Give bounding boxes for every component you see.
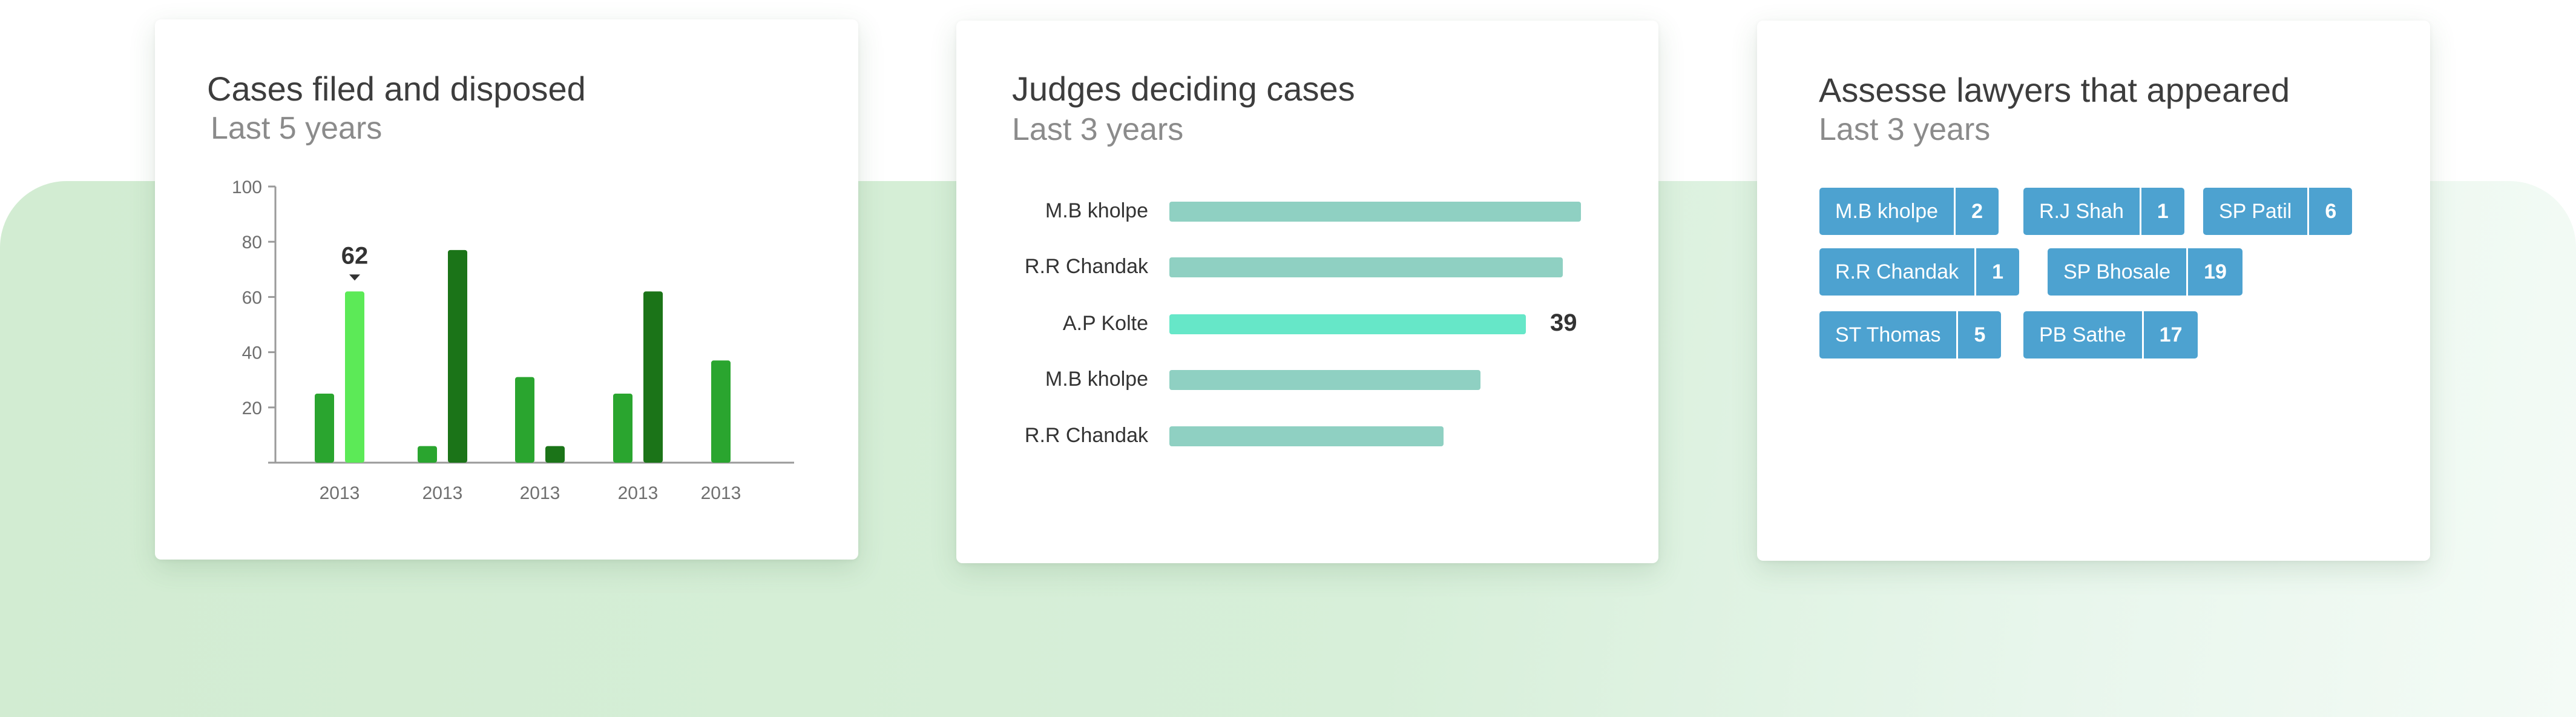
bar bbox=[315, 394, 334, 463]
judges-bar-chart: M.B kholpe R.R Chandak A.P Kolte 39 M.B khol… bbox=[956, 21, 1658, 563]
lawyer-name: R.J Shah bbox=[2039, 199, 2124, 223]
y-tick-label: 80 bbox=[242, 233, 262, 253]
lawyer-pill[interactable]: R.J Shah 1 bbox=[2023, 188, 2184, 235]
judge-name: R.R Chandak bbox=[1024, 255, 1148, 278]
y-tick-label: 40 bbox=[242, 343, 262, 363]
lawyer-count-badge: 6 bbox=[2307, 188, 2352, 235]
lawyer-name: SP Patil bbox=[2219, 199, 2292, 223]
lawyer-pill[interactable]: M.B kholpe 2 bbox=[1819, 188, 1999, 235]
y-tick-label: 60 bbox=[242, 288, 262, 308]
x-tick-label: 2013 bbox=[618, 483, 659, 503]
judge-name: A.P Kolte bbox=[1062, 312, 1148, 335]
bar bbox=[448, 249, 467, 463]
data-label: 39 bbox=[1550, 309, 1577, 336]
lawyer-count-badge: 1 bbox=[2139, 188, 2184, 235]
lawyer-name: R.R Chandak bbox=[1835, 260, 1959, 283]
lawyer-name: ST Thomas bbox=[1835, 323, 1941, 346]
y-tick-label: 20 bbox=[242, 398, 262, 418]
judges-card: Judges deciding cases Last 3 years M.B k… bbox=[956, 21, 1658, 563]
lawyers-card: Assesse lawyers that appeared Last 3 yea… bbox=[1757, 21, 2430, 561]
judge-bar bbox=[1169, 369, 1480, 390]
lawyer-count-badge: 19 bbox=[2186, 248, 2242, 296]
bar bbox=[613, 394, 632, 463]
card-title: Judges deciding cases bbox=[1012, 70, 1355, 108]
y-tick-label: 100 bbox=[232, 177, 262, 197]
judge-name: M.B kholpe bbox=[1045, 199, 1148, 222]
judge-bar bbox=[1169, 201, 1581, 222]
lawyer-count-badge: 5 bbox=[1956, 311, 2001, 358]
card-subtitle: Last 5 years bbox=[211, 111, 383, 146]
lawyer-name: M.B kholpe bbox=[1835, 199, 1939, 223]
lawyer-pill[interactable]: ST Thomas 5 bbox=[1819, 311, 2002, 358]
judge-bar bbox=[1169, 257, 1563, 277]
cases-filed-card: Cases filed and disposed Last 5 years 20… bbox=[155, 19, 858, 560]
x-tick-label: 2013 bbox=[422, 483, 463, 503]
bar bbox=[643, 291, 663, 463]
lawyer-pill-list: M.B kholpe 2 R.J Shah 1 SP Patil 6 R.R Chandak… bbox=[1757, 21, 2430, 561]
judge-name: M.B kholpe bbox=[1045, 368, 1148, 391]
bar bbox=[515, 377, 534, 463]
lawyer-count-badge: 1 bbox=[1974, 248, 2019, 296]
judge-bar bbox=[1169, 426, 1444, 446]
card-title: Assesse lawyers that appeared bbox=[1819, 71, 2290, 109]
card-subtitle: Last 3 years bbox=[1012, 112, 1184, 147]
x-tick-label: 2013 bbox=[701, 483, 741, 503]
tooltip-caret-icon bbox=[349, 274, 360, 281]
lawyer-pill[interactable]: PB Sathe 17 bbox=[2023, 311, 2198, 358]
lawyer-name: SP Bhosale bbox=[2063, 260, 2171, 283]
card-subtitle: Last 3 years bbox=[1819, 112, 1991, 147]
lawyer-pill[interactable]: R.R Chandak 1 bbox=[1819, 248, 2020, 296]
cases-bar-chart: 20 40 60 80 100 62 2013 2013 2013 2013 2013 bbox=[232, 177, 794, 503]
x-tick-label: 2013 bbox=[520, 483, 560, 503]
card-title: Cases filed and disposed bbox=[207, 70, 586, 108]
judge-bar bbox=[1169, 314, 1526, 334]
lawyer-name: PB Sathe bbox=[2039, 323, 2126, 346]
bar bbox=[418, 446, 437, 463]
lawyer-pill[interactable]: SP Patil 6 bbox=[2203, 188, 2353, 235]
judge-name: R.R Chandak bbox=[1024, 424, 1148, 447]
bar bbox=[711, 360, 731, 463]
bar bbox=[345, 291, 364, 463]
lawyer-count-badge: 17 bbox=[2141, 311, 2198, 358]
data-label: 62 bbox=[341, 242, 369, 269]
bar bbox=[545, 446, 565, 463]
lawyer-pill[interactable]: SP Bhosale 19 bbox=[2048, 248, 2242, 296]
lawyer-count-badge: 2 bbox=[1954, 188, 1999, 235]
x-tick-label: 2013 bbox=[320, 483, 360, 503]
